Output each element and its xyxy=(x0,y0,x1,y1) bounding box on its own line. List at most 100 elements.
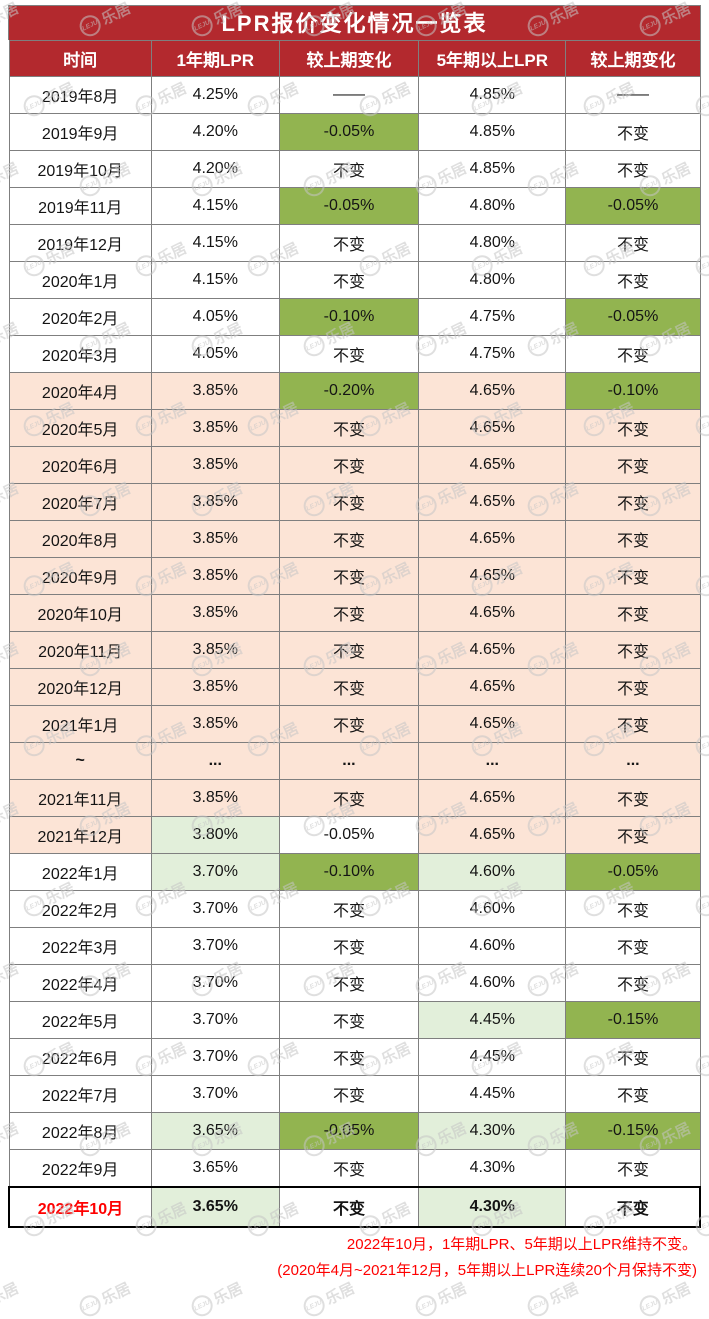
value-cell: -0.10% xyxy=(565,372,701,410)
col-header-5y-change: 较上期变化 xyxy=(565,40,701,77)
leju-logo-icon: LEJU xyxy=(300,1291,329,1319)
leju-logo-icon: LEJU xyxy=(412,1291,441,1319)
value-cell: 不变 xyxy=(565,594,701,632)
table-row: 2022年9月 3.65% 不变 4.30% 不变 xyxy=(8,1149,701,1187)
value-cell: 4.80% xyxy=(418,224,567,262)
value-cell: 3.70% xyxy=(150,1075,280,1113)
col-header-1y-change: 较上期变化 xyxy=(278,40,420,77)
table-row: 2022年2月 3.70% 不变 4.60% 不变 xyxy=(8,890,701,928)
value-cell: 4.65% xyxy=(418,557,567,595)
value-cell: 3.65% xyxy=(150,1112,280,1150)
value-cell: -0.15% xyxy=(565,1001,701,1039)
value-cell: -0.10% xyxy=(278,298,420,336)
value-cell: 4.45% xyxy=(418,1075,567,1113)
value-cell: 不变 xyxy=(278,594,420,632)
value-cell: 4.30% xyxy=(418,1185,567,1228)
value-cell: 不变 xyxy=(565,779,701,817)
value-cell: 4.60% xyxy=(418,927,567,965)
time-cell: 2020年6月 xyxy=(8,446,152,484)
lpr-rate-table: 时间 1年期LPR 较上期变化 5年期以上LPR 较上期变化 2019年8月 4.… xyxy=(7,40,702,1228)
time-cell: 2020年1月 xyxy=(8,261,152,299)
table-row: 2020年9月 3.85% 不变 4.65% 不变 xyxy=(8,557,701,595)
value-cell: 4.05% xyxy=(150,335,280,373)
value-cell: 3.85% xyxy=(150,705,280,743)
table-row: 2022年5月 3.70% 不变 4.45% -0.15% xyxy=(8,1001,701,1039)
value-cell: —— xyxy=(278,76,420,114)
time-cell: 2022年4月 xyxy=(8,964,152,1002)
time-cell: 2022年9月 xyxy=(8,1149,152,1187)
value-cell: 3.65% xyxy=(150,1149,280,1187)
value-cell: 不变 xyxy=(278,631,420,669)
value-cell: 4.85% xyxy=(418,76,567,114)
leju-logo-icon: LEJU xyxy=(188,1291,217,1319)
value-cell: 不变 xyxy=(565,483,701,521)
value-cell: 不变 xyxy=(565,1185,702,1228)
table-row: 2020年12月 3.85% 不变 4.65% 不变 xyxy=(8,668,701,706)
value-cell: 不变 xyxy=(565,520,701,558)
value-cell: 4.25% xyxy=(150,76,280,114)
value-cell: 不变 xyxy=(565,150,701,188)
value-cell: 3.85% xyxy=(150,557,280,595)
time-cell: 2020年5月 xyxy=(8,409,152,447)
value-cell: 不变 xyxy=(278,779,420,817)
table-row: 2020年8月 3.85% 不变 4.65% 不变 xyxy=(8,520,701,558)
table-row: 2020年6月 3.85% 不变 4.65% 不变 xyxy=(8,446,701,484)
table-row: 2020年4月 3.85% -0.20% 4.65% -0.10% xyxy=(8,372,701,410)
value-cell: 3.85% xyxy=(150,409,280,447)
value-cell: 4.85% xyxy=(418,113,567,151)
value-cell: 4.45% xyxy=(418,1038,567,1076)
value-cell: 4.65% xyxy=(418,409,567,447)
value-cell: 不变 xyxy=(565,261,701,299)
time-cell: 2020年7月 xyxy=(8,483,152,521)
table-row: 2022年4月 3.70% 不变 4.60% 不变 xyxy=(8,964,701,1002)
value-cell: 4.05% xyxy=(150,298,280,336)
value-cell: 不变 xyxy=(565,446,701,484)
value-cell: ... xyxy=(278,742,420,780)
value-cell: 4.60% xyxy=(418,890,567,928)
time-cell: 2022年3月 xyxy=(8,927,152,965)
table-row: 2020年10月 3.85% 不变 4.65% 不变 xyxy=(8,594,701,632)
value-cell: 4.65% xyxy=(418,483,567,521)
value-cell: 不变 xyxy=(278,150,420,188)
value-cell: 4.30% xyxy=(418,1149,567,1187)
time-cell: 2022年6月 xyxy=(8,1038,152,1076)
value-cell: 不变 xyxy=(565,705,701,743)
value-cell: 不变 xyxy=(278,261,420,299)
value-cell: 不变 xyxy=(565,631,701,669)
table-row: 2020年7月 3.85% 不变 4.65% 不变 xyxy=(8,483,701,521)
time-cell: 2022年1月 xyxy=(8,853,152,891)
time-cell: 2019年11月 xyxy=(8,187,152,225)
leju-logo-icon: LEJU xyxy=(524,1291,553,1319)
value-cell: 4.20% xyxy=(150,113,280,151)
table-row: 2022年1月 3.70% -0.10% 4.60% -0.05% xyxy=(8,853,701,891)
table-row: 2020年1月 4.15% 不变 4.80% 不变 xyxy=(8,261,701,299)
table-row: 2022年6月 3.70% 不变 4.45% 不变 xyxy=(8,1038,701,1076)
footnotes: 2022年10月，1年期LPR、5年期以上LPR维持不变。 (2020年4月~2… xyxy=(8,1232,701,1284)
table-row: 2020年2月 4.05% -0.10% 4.75% -0.05% xyxy=(8,298,701,336)
value-cell: 4.65% xyxy=(418,668,567,706)
value-cell: -0.05% xyxy=(278,1112,420,1150)
table-row: 2020年5月 3.85% 不变 4.65% 不变 xyxy=(8,409,701,447)
time-cell: 2022年7月 xyxy=(8,1075,152,1113)
table-row: 2022年7月 3.70% 不变 4.45% 不变 xyxy=(8,1075,701,1113)
value-cell: 3.70% xyxy=(150,964,280,1002)
time-cell: 2019年12月 xyxy=(8,224,152,262)
col-header-1y-lpr: 1年期LPR xyxy=(150,40,280,77)
value-cell: 不变 xyxy=(565,1149,701,1187)
value-cell: 4.20% xyxy=(150,150,280,188)
value-cell: 不变 xyxy=(565,964,701,1002)
value-cell: 3.85% xyxy=(150,779,280,817)
time-cell: 2020年2月 xyxy=(8,298,152,336)
time-cell: 2022年5月 xyxy=(8,1001,152,1039)
value-cell: 4.65% xyxy=(418,816,567,854)
value-cell: 4.30% xyxy=(418,1112,567,1150)
time-cell: 2020年10月 xyxy=(8,594,152,632)
value-cell: 3.85% xyxy=(150,594,280,632)
value-cell: -0.05% xyxy=(565,298,701,336)
table-row: 2022年8月 3.65% -0.05% 4.30% -0.15% xyxy=(8,1112,701,1150)
value-cell: 3.85% xyxy=(150,446,280,484)
value-cell: -0.10% xyxy=(278,853,420,891)
value-cell: 不变 xyxy=(278,668,420,706)
value-cell: 4.15% xyxy=(150,224,280,262)
footnote-line-1: 2022年10月，1年期LPR、5年期以上LPR维持不变。 xyxy=(346,1235,697,1253)
